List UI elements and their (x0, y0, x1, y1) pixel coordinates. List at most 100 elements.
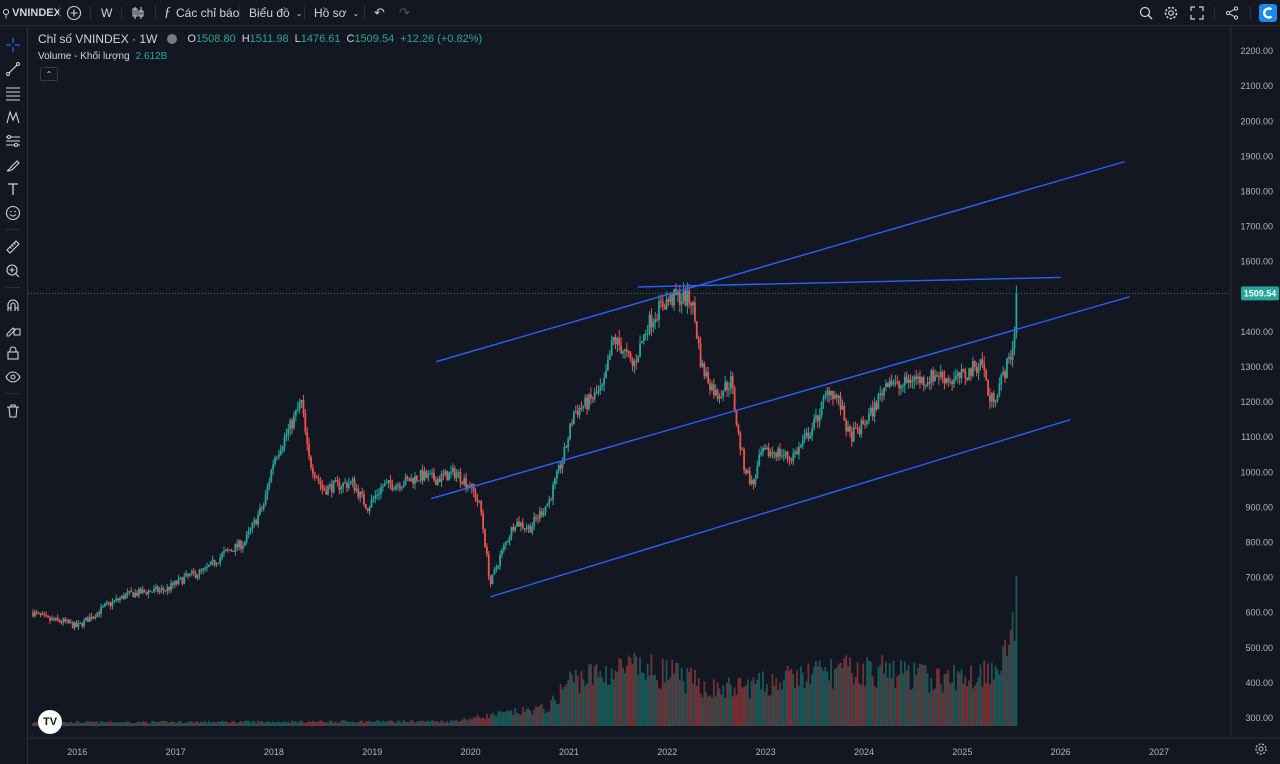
share-button[interactable] (1224, 0, 1240, 26)
interval-button[interactable]: W (101, 0, 112, 26)
volume-bar (765, 683, 768, 726)
volume-bar (357, 722, 360, 726)
volume-bar (151, 721, 154, 726)
volume-bar (374, 721, 377, 726)
volume-bar (1007, 644, 1010, 726)
volume-bar (77, 721, 80, 726)
time-tick-label: 2021 (559, 747, 579, 757)
visibility-tool[interactable] (4, 368, 22, 386)
candle-body (760, 452, 762, 455)
volume-bar (973, 685, 976, 726)
volume-bar (885, 661, 887, 726)
candle-body (162, 588, 165, 591)
axis-settings-button[interactable] (1254, 742, 1268, 761)
volume-bar (928, 692, 931, 726)
fib-tool[interactable] (4, 84, 22, 102)
candle-body (285, 434, 288, 437)
candle-body (854, 427, 857, 429)
tv-logo[interactable]: TV (38, 710, 62, 734)
volume-bar (886, 677, 889, 726)
volume-bar (964, 676, 967, 726)
text-tool[interactable] (4, 180, 22, 198)
volume-bar (200, 721, 203, 726)
candle-body (450, 471, 452, 473)
trendline-tool[interactable] (4, 60, 22, 78)
candle-body (260, 508, 263, 510)
candle-body (563, 446, 566, 461)
profile-label: Hồ sơ (314, 6, 347, 20)
candle-body (779, 448, 781, 457)
candle-body (805, 432, 808, 436)
candle-body (73, 622, 76, 629)
search-zoom-button[interactable] (1138, 0, 1154, 26)
chart-area[interactable]: 300.00 400.00 500.00 600.00 700.00 800.00 900.… (28, 26, 1280, 764)
volume-bar (529, 710, 532, 726)
divider (90, 6, 91, 20)
candle-body (832, 390, 834, 399)
candle-body (845, 420, 848, 432)
candle-body (329, 484, 331, 487)
brush-tool[interactable] (4, 156, 22, 174)
brand-logo[interactable] (1259, 0, 1277, 26)
candle-body (485, 546, 488, 554)
volume-bar (202, 721, 205, 726)
volume-bar (512, 715, 515, 726)
high-value: 1511.98 (249, 33, 289, 45)
profile-menu[interactable]: Hồ sơ ⌄ (314, 0, 359, 26)
candle-body (141, 589, 144, 594)
volume-bar (684, 693, 687, 726)
price-tick-label: 300.00 (1245, 713, 1273, 723)
volume-bar (920, 664, 923, 726)
zoom-in-tool[interactable] (4, 262, 22, 280)
volume-bar (446, 720, 449, 726)
fullscreen-button[interactable] (1189, 0, 1205, 26)
candle-body (949, 381, 952, 383)
candle-body (535, 517, 537, 519)
candle-body (690, 302, 693, 306)
ruler-tool[interactable] (4, 238, 22, 256)
candle-body (879, 393, 882, 395)
candle-body (397, 484, 399, 486)
volume-bar (586, 683, 589, 726)
symbol-search[interactable]: ⚲ VNINDEX (2, 0, 61, 26)
price-chart[interactable]: 300.00 400.00 500.00 600.00 700.00 800.00 900.… (28, 26, 1280, 764)
candle-body (837, 395, 840, 398)
candle-body (315, 477, 318, 479)
settings-button[interactable] (1163, 0, 1179, 26)
remove-drawings-tool[interactable] (4, 402, 22, 420)
chart-type-menu[interactable]: Biểu đồ ⌄ (249, 0, 302, 26)
candle-body (712, 384, 715, 396)
volume-bar (930, 678, 933, 726)
lock-tool[interactable] (4, 344, 22, 362)
volume-bar (905, 670, 908, 726)
volume-bar (427, 720, 430, 726)
projection-tool[interactable] (4, 132, 22, 150)
volume-bar (919, 663, 921, 726)
candle-body (493, 569, 496, 575)
candle-body (304, 413, 307, 432)
candle-body (830, 390, 832, 396)
undo-button[interactable]: ↶ (374, 0, 385, 26)
pattern-tool[interactable] (4, 108, 22, 126)
compare-add-button[interactable] (66, 0, 82, 26)
candle-body (816, 415, 819, 422)
candle-body (567, 438, 570, 447)
magnet-tool[interactable] (4, 296, 22, 314)
candle-body (81, 622, 84, 627)
candle-body (289, 420, 292, 430)
volume-bar (92, 722, 95, 726)
candle-body (576, 411, 579, 416)
crosshair-tool[interactable] (4, 36, 22, 54)
volume-bar (85, 721, 87, 726)
redo-button[interactable]: ↷ (399, 0, 410, 26)
lock-drawing-tool[interactable] (4, 320, 22, 338)
candle-body (975, 366, 978, 373)
collapse-legend-button[interactable]: ⌃ (40, 67, 58, 81)
redo-icon: ↷ (399, 5, 410, 20)
volume-bar (642, 672, 645, 726)
bar-style-button[interactable] (130, 0, 146, 26)
emoji-tool[interactable] (4, 204, 22, 222)
volume-bar (682, 681, 685, 726)
indicators-button[interactable]: ƒ Các chỉ báo (164, 0, 239, 26)
candle-body (972, 360, 974, 376)
